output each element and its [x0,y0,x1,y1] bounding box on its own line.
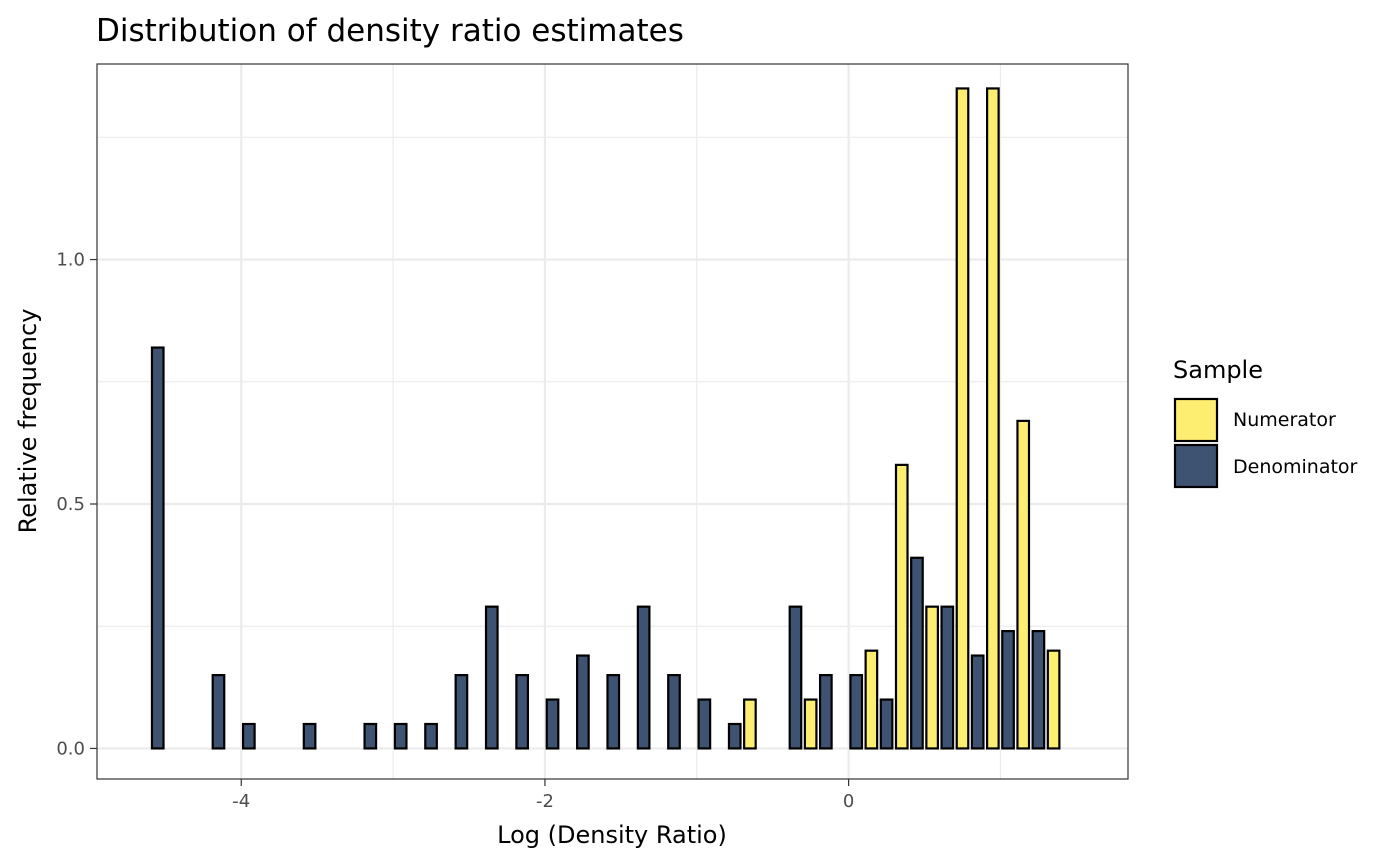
bar-denominator-9 [424,722,438,750]
bar-denominator-2 [211,674,226,750]
bar-denominator-17 [667,674,681,750]
bar-denominator-19 [727,722,742,750]
bar-numerator-25 [894,463,909,750]
bar-denominator-3 [241,722,256,750]
bar-denominator-27 [970,654,985,750]
bar-denominator-13 [545,698,560,750]
bar-denominator-11 [484,605,499,750]
bar-denominator-16 [636,605,651,750]
bar-denominator-18 [697,698,712,750]
bar-numerator-30 [1046,649,1061,750]
bar-denominator-28 [1001,630,1015,750]
bar-numerator-26 [925,605,939,750]
bar-denominator-29 [1031,630,1046,750]
bar-numerator-28 [985,87,1000,750]
bar-denominator-10 [454,674,469,750]
legend-key-numerator [1173,397,1219,443]
bar-denominator-22 [818,674,833,750]
bar-denominator-5 [302,722,317,750]
legend-title: Sample [1173,356,1263,384]
bar-denominator-25 [910,556,924,750]
x-axis-title: Log (Density Ratio) [497,821,727,849]
x-tick-label: -2 [536,791,554,812]
y-tick-label: 0.0 [56,738,85,759]
chart-title: Distribution of density ratio estimates [96,13,684,49]
bars [150,87,1061,750]
panel-border [96,63,1129,780]
x-axis: -4 -2 0 [232,779,854,812]
plot-panel [96,63,1129,780]
legend-key-denominator [1173,443,1219,489]
bar-denominator-12 [515,674,530,750]
legend: Sample Numerator Denominator [1173,356,1358,489]
bar-denominator-0 [150,346,165,750]
bar-numerator-22 [803,698,818,750]
y-axis: 0.0 0.5 1.0 [56,250,97,759]
bar-denominator-26 [940,605,955,750]
x-tick-label: -4 [232,791,250,812]
bar-denominator-24 [879,698,894,750]
bar-denominator-14 [576,654,590,750]
bar-numerator-20 [743,698,757,750]
y-axis-title: Relative frequency [14,309,42,534]
bar-denominator-15 [606,674,621,750]
bar-numerator-24 [864,649,879,750]
bar-denominator-21 [788,605,803,750]
y-tick-label: 1.0 [56,250,85,271]
bar-numerator-27 [955,87,970,750]
legend-label-numerator: Numerator [1233,409,1336,431]
legend-label-denominator: Denominator [1233,456,1358,478]
x-tick-label: 0 [843,791,854,812]
bar-denominator-23 [849,674,864,750]
bar-numerator-29 [1016,419,1031,750]
bar-denominator-8 [393,722,408,750]
bar-denominator-7 [363,722,378,750]
y-tick-label: 0.5 [56,494,85,515]
